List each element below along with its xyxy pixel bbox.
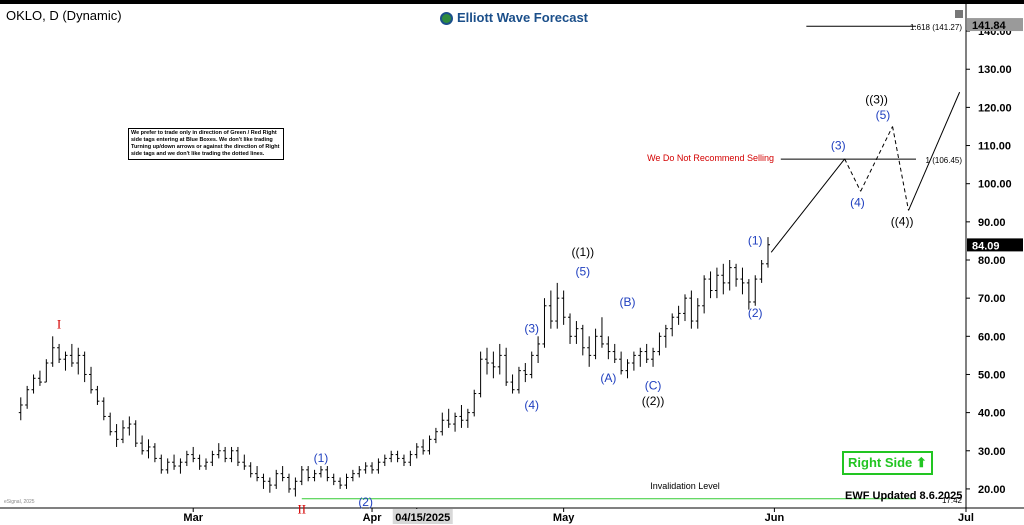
projection-path-segment [770,158,846,253]
wave-label: (5) [876,108,891,122]
wave-label: (1) [748,234,763,248]
fib-level-label: 1 (106.45) [926,156,963,165]
wave-label: (C) [645,379,662,393]
price-tag [967,238,1023,252]
globe-icon [440,12,453,25]
y-tick-label: 90.00 [978,217,1006,229]
x-tick-label: Apr [363,512,383,524]
trading-note-box: We prefer to trade only in direction of … [128,128,284,160]
wave-label: (A) [600,371,616,385]
y-tick-label: 130.00 [978,64,1012,76]
chart-title: OKLO, D (Dynamic) [6,8,122,23]
wave-label: (1) [314,451,329,465]
x-highlight-box [392,509,453,524]
price-tag [967,18,1023,32]
x-tick-label: May [553,512,575,524]
right-side-badge: Right Side ⬆ [842,451,933,475]
x-tick-label: Jun [765,512,785,524]
y-tick-label: 20.00 [978,484,1006,496]
y-tick-label: 40.00 [978,408,1006,420]
right-side-label: Right Side [848,455,913,470]
wave-label: ((2)) [642,394,665,408]
wave-label: ((1)) [571,245,594,259]
wave-label: (3) [831,138,846,152]
up-arrow-icon: ⬆ [915,455,927,470]
y-tick-label: 110.00 [978,141,1011,153]
wave-label: ((4)) [891,215,914,229]
projection-path-segment [860,126,894,192]
x-tick-label: Jul [958,512,974,524]
wave-label: (2) [748,306,763,320]
y-tick-label: 70.00 [978,293,1006,305]
y-tick-label: 50.00 [978,369,1006,381]
price-axis-panel [966,0,1024,525]
chart-annotation: Invalidation Level [650,481,720,491]
time-axis-panel [0,509,1024,525]
y-tick-label: 100.00 [978,179,1012,191]
y-tick-label: 30.00 [978,446,1006,458]
price-tag-label: 84.09 [972,240,1000,252]
y-tick-label: 120.00 [978,102,1012,114]
brand-logo: Elliott Wave Forecast [440,10,588,25]
wave-label: (5) [575,264,590,278]
wave-label: II [297,502,306,517]
wave-label: (4) [524,398,539,412]
chart-annotation: We Do Not Recommend Selling [647,153,774,163]
wave-label: (2) [358,495,373,509]
projection-path-segment [892,126,910,211]
price-tag-label: 141.84 [972,20,1007,32]
wave-label: (B) [620,295,636,309]
x-tick-label: 04/15/2025 [395,512,450,524]
wave-label: (4) [850,196,865,210]
projection-path-segment [908,91,961,211]
wave-label: I [57,317,61,332]
window-menu-icon[interactable] [955,10,963,18]
fib-level-label: 1.618 (141.27) [910,23,962,32]
x-tick-label: Mar [183,512,203,524]
projection-path-segment [844,158,862,192]
y-tick-label: 60.00 [978,331,1006,343]
brand-name: Elliott Wave Forecast [457,10,588,25]
y-tick-label: 80.00 [978,255,1006,267]
watermark: eSignal, 2025 [4,499,35,505]
wave-label: (3) [524,321,539,335]
fib-level-label: 17.42 [942,496,963,505]
updated-stamp: EWF Updated 8.6.2025 [845,490,963,502]
wave-label: ((3)) [865,93,888,107]
